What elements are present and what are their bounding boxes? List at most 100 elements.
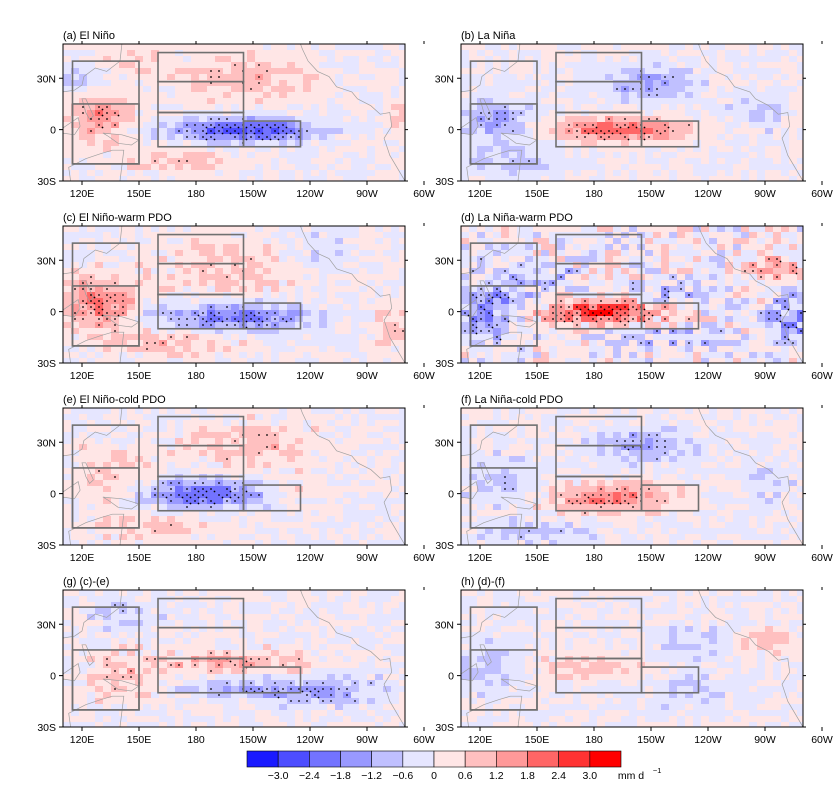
analysis-box	[157, 262, 245, 296]
colorbar-swatch	[589, 750, 622, 768]
panel-frame	[62, 43, 406, 182]
longitude-tick-label: 120E	[468, 734, 493, 746]
longitude-tick-label: 90W	[356, 734, 378, 746]
colorbar-tick-label: 0.6	[458, 770, 473, 782]
analysis-box	[157, 626, 245, 660]
longitude-tick-label: 150E	[127, 552, 152, 564]
map-panel-c: (c) El Niño-warm PDO 120E 150E 180 150W 120W 9…	[37, 212, 435, 382]
analysis-box	[157, 80, 245, 114]
longitude-tick-label: 150W	[637, 552, 665, 564]
analysis-box	[469, 649, 538, 711]
colorbar-swatch	[277, 750, 310, 768]
panel-frame	[62, 225, 406, 364]
panel-title: (g) (c)-(e)	[63, 576, 109, 588]
colorbar-unit: mm d	[618, 770, 644, 782]
longitude-tick-label: 150W	[239, 370, 267, 382]
longitude-tick-label: 120W	[296, 734, 324, 746]
analysis-box	[242, 666, 302, 694]
analysis-box	[555, 262, 643, 296]
longitude-tick-label: 120E	[468, 370, 493, 382]
panel-title: (e) El Niño-cold PDO	[63, 394, 166, 406]
analysis-box	[242, 484, 302, 512]
analysis-box	[469, 467, 538, 529]
latitude-tick-label: 30N	[435, 619, 454, 631]
analysis-box	[71, 103, 140, 165]
longitude-tick-label: 120W	[296, 370, 324, 382]
longitude-tick-label: 90W	[754, 188, 776, 200]
panel-frame	[62, 589, 406, 728]
longitude-tick-label: 180	[585, 734, 603, 746]
panel-frame	[460, 589, 804, 728]
longitude-tick-label: 150W	[239, 552, 267, 564]
longitude-tick-label: 150E	[127, 370, 152, 382]
colorbar-tick-label: 1.8	[520, 770, 535, 782]
colorbar-swatch	[558, 750, 591, 768]
map-panel-d: (d) La Niña-warm PDO 120E 150E 180 150W 120W 9…	[435, 212, 833, 382]
colorbar-unit-exponent: −1	[653, 766, 662, 775]
analysis-box	[640, 484, 700, 512]
longitude-tick-label: 150E	[127, 734, 152, 746]
longitude-tick-label: 180	[585, 370, 603, 382]
longitude-tick-label: 60W	[811, 552, 833, 564]
panel-title: (b) La Niña	[461, 30, 516, 42]
longitude-tick-label: 150E	[525, 552, 550, 564]
longitude-tick-label: 150E	[525, 188, 550, 200]
longitude-tick-label: 60W	[413, 370, 435, 382]
panel-frame	[460, 225, 804, 364]
map-panel-a: (a) El Niño 120E 150E 180 150W 120W 90W 60W 30N 0…	[37, 30, 435, 200]
latitude-tick-label: 0	[50, 307, 56, 319]
latitude-tick-label: 0	[50, 489, 56, 501]
colorbar-tick-label: −0.6	[392, 770, 413, 782]
longitude-tick-label: 150E	[127, 188, 152, 200]
analysis-box	[469, 103, 538, 165]
longitude-tick-label: 150E	[525, 734, 550, 746]
latitude-tick-label: 0	[50, 125, 56, 137]
longitude-tick-label: 180	[187, 370, 205, 382]
colorbar-tick-label: 3.0	[583, 770, 598, 782]
map-panel-e: (e) El Niño-cold PDO 120E 150E 180 150W 120W 9…	[37, 394, 435, 564]
colorbar-swatch	[464, 750, 497, 768]
latitude-tick-label: 30S	[435, 358, 454, 370]
longitude-tick-label: 180	[585, 552, 603, 564]
longitude-tick-label: 60W	[811, 734, 833, 746]
longitude-tick-label: 120W	[296, 552, 324, 564]
latitude-tick-label: 30S	[435, 722, 454, 734]
longitude-tick-label: 180	[585, 188, 603, 200]
longitude-tick-label: 120E	[70, 188, 95, 200]
colorbar-swatch	[527, 750, 559, 768]
map-panel-b: (b) La Niña 120E 150E 180 150W 120W 90W 60W 30N 0…	[435, 30, 833, 200]
latitude-tick-label: 30S	[435, 540, 454, 552]
latitude-tick-label: 0	[448, 125, 454, 137]
longitude-tick-label: 180	[187, 188, 205, 200]
longitude-tick-label: 120E	[468, 552, 493, 564]
longitude-tick-label: 150W	[239, 734, 267, 746]
longitude-tick-label: 120W	[694, 370, 722, 382]
longitude-tick-label: 90W	[754, 370, 776, 382]
panel-title: (a) El Niño	[63, 30, 115, 42]
analysis-box	[71, 467, 140, 529]
analysis-box	[71, 649, 140, 711]
analysis-box	[640, 666, 700, 694]
map-panel-h: (h) (d)-(f) 120E 150E 180 150W 120W 90W 60W 30N 0…	[435, 576, 833, 746]
latitude-tick-label: 0	[50, 671, 56, 683]
colorbar-tick-label: 1.2	[489, 770, 504, 782]
longitude-tick-label: 90W	[356, 370, 378, 382]
longitude-tick-label: 90W	[356, 188, 378, 200]
longitude-tick-label: 150E	[525, 370, 550, 382]
colorbar-swatch	[246, 750, 279, 768]
longitude-tick-label: 90W	[356, 552, 378, 564]
latitude-tick-label: 0	[448, 307, 454, 319]
latitude-tick-label: 30S	[435, 176, 454, 188]
longitude-tick-label: 150W	[637, 734, 665, 746]
colorbar-tick-label: 2.4	[551, 770, 566, 782]
colorbar-swatch	[309, 750, 341, 768]
colorbar-tick-label: −1.8	[330, 770, 351, 782]
panel-frame	[460, 407, 804, 546]
colorbar: −3.0 −2.4 −1.8 −1.2 −0.6 0 0.6 1.2 1.8 2.4 3.0 mm d…	[246, 750, 662, 782]
longitude-tick-label: 60W	[413, 734, 435, 746]
latitude-tick-label: 30N	[37, 255, 56, 267]
longitude-tick-label: 120E	[70, 552, 95, 564]
panel-title: (h) (d)-(f)	[461, 576, 505, 588]
longitude-tick-label: 60W	[811, 370, 833, 382]
